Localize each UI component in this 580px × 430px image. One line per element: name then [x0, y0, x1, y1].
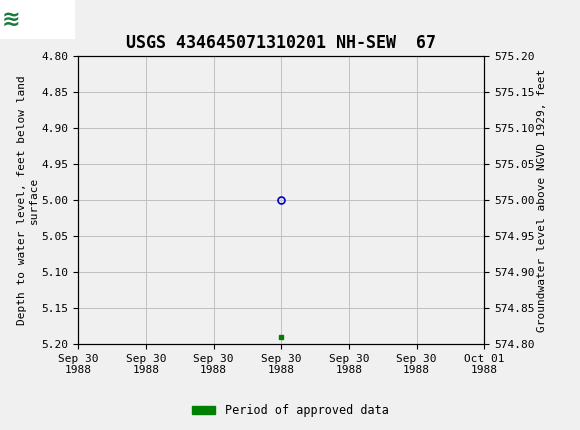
Text: ≋: ≋ [1, 9, 20, 29]
Y-axis label: Groundwater level above NGVD 1929, feet: Groundwater level above NGVD 1929, feet [537, 68, 548, 332]
Legend: Period of approved data: Period of approved data [187, 399, 393, 422]
FancyBboxPatch shape [3, 2, 72, 37]
Title: USGS 434645071310201 NH-SEW  67: USGS 434645071310201 NH-SEW 67 [126, 34, 436, 52]
Bar [0, 0, 75, 39]
Text: ≋USGS: ≋USGS [3, 10, 57, 28]
Y-axis label: Depth to water level, feet below land
surface: Depth to water level, feet below land su… [17, 75, 39, 325]
Text: USGS: USGS [30, 10, 74, 28]
